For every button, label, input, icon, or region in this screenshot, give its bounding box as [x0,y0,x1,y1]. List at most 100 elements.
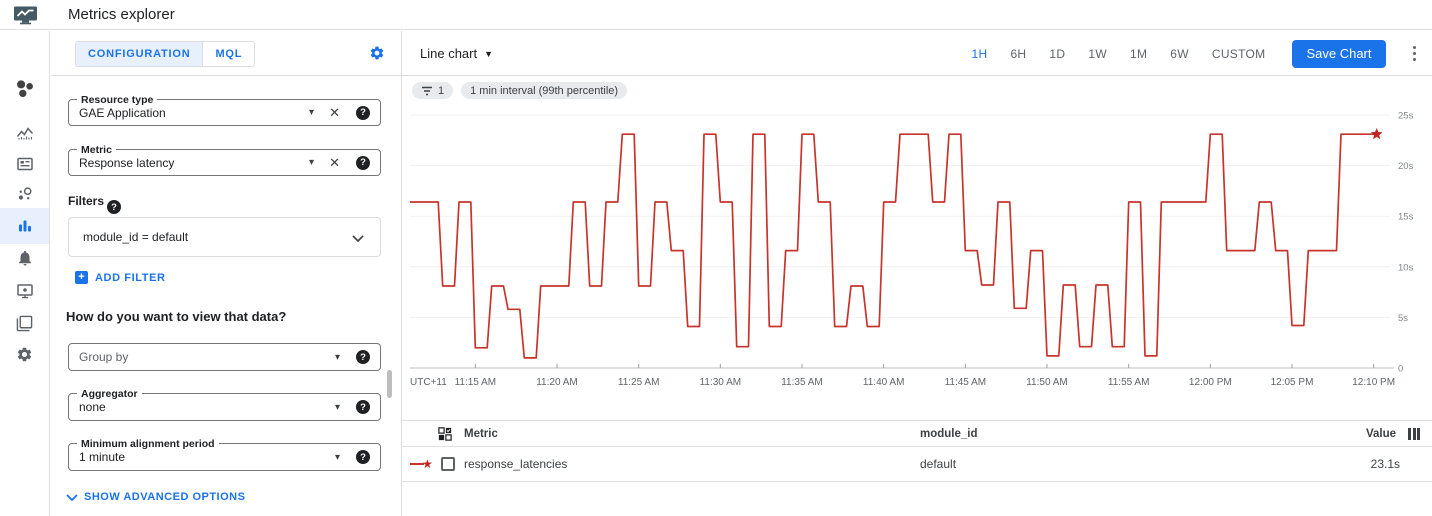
metrics-explorer-icon [18,220,31,232]
chart-panel: Line chart ▼ 1H 6H 1D 1W 1M 6W CUSTOM Sa… [402,31,1432,516]
time-range-custom[interactable]: CUSTOM [1211,46,1266,61]
dropdown-caret-icon[interactable]: ▾ [308,157,314,168]
nav-item-alerting[interactable] [0,242,49,274]
metric-label: Metric [77,144,116,156]
x-axis-label: 12:00 PM [1189,377,1232,388]
series-checkbox[interactable] [441,457,455,471]
dropdown-caret-icon: ▼ [484,48,494,59]
time-range-6h[interactable]: 6H [1010,46,1027,61]
nav-item-metrics-explorer[interactable] [0,208,49,244]
filter-value: module_id = default [83,230,189,244]
nav-item-service-monitoring[interactable] [0,178,49,210]
y-axis-label: 5s [1398,313,1408,324]
config-header: CONFIGURATION MQL [51,31,401,76]
x-axis-label: 11:55 AM [1108,377,1150,388]
resource-type-field[interactable]: Resource type GAE Application ▾ ✕ ? [68,94,381,126]
filter-dropdown[interactable]: module_id = default [68,217,381,257]
x-axis-label: 11:35 AM [781,377,823,388]
chevron-down-icon [352,235,364,242]
dropdown-caret-icon[interactable]: ▾ [308,107,314,118]
toggle-all-series-icon[interactable] [438,421,458,446]
monitoring-logo-button[interactable] [0,0,50,30]
group-by-placeholder: Group by [79,350,129,364]
interval-chip[interactable]: 1 min interval (99th percentile) [461,82,628,99]
x-axis-label: 11:50 AM [1026,377,1068,388]
x-axis-label: 11:40 AM [863,377,905,388]
nav-item-dashboards[interactable] [0,117,49,149]
show-advanced-options-button[interactable]: SHOW ADVANCED OPTIONS [66,491,245,503]
nav-item-uptime-checks[interactable] [0,275,49,307]
table-header: Metric module_id Value [402,420,1432,447]
chart-type-label: Line chart [420,46,478,61]
latency-chart[interactable]: 25s 20s 15s 10s 5s 0 UTC+11 11:15 AM 11:20 AM 11:… [402,103,1432,403]
dropdown-caret-icon[interactable]: ▾ [334,351,340,363]
time-range-1d[interactable]: 1D [1049,46,1066,61]
alignment-period-value: 1 minute [79,450,126,464]
plus-icon: + [75,271,88,284]
x-axis-label: 11:20 AM [536,377,578,388]
dropdown-caret-icon[interactable]: ▾ [334,401,340,413]
help-icon[interactable]: ? [356,400,370,414]
column-header-value: Value [1365,427,1396,440]
save-chart-button[interactable]: Save Chart [1292,39,1386,68]
time-range-1w[interactable]: 1W [1088,46,1107,61]
add-filter-label: ADD FILTER [95,271,166,284]
chart-type-dropdown[interactable]: Line chart ▼ [420,31,493,76]
metric-field[interactable]: Metric Response latency ▾ ✕ ? [68,144,381,176]
alignment-period-field[interactable]: Minimum alignment period 1 minute ▾ ? [68,438,381,471]
config-settings-button[interactable] [369,45,385,66]
dropdown-caret-icon[interactable]: ▾ [334,451,340,463]
more-options-icon[interactable] [1409,42,1421,66]
y-axis-label: 25s [1398,111,1414,122]
chart-chips: 1 1 min interval (99th percentile) [412,82,628,99]
star-icon: ★ [422,457,433,471]
table-row[interactable]: ★ response_latencies default 23.1s [402,447,1432,482]
filter-count-chip[interactable]: 1 [412,82,454,99]
cell-metric: response_latencies [464,457,568,471]
group-by-field[interactable]: Group by ▾ ? [68,343,381,371]
x-axis-label: 11:30 AM [700,377,742,388]
filters-label: Filters [68,194,105,208]
x-axis-label: 11:15 AM [455,377,497,388]
alignment-period-label: Minimum alignment period [77,438,219,450]
y-axis-label: 10s [1398,262,1414,273]
help-icon[interactable]: ? [356,350,370,364]
help-icon[interactable]: ? [356,450,370,464]
chevron-down-icon [66,493,78,501]
gear-icon [370,46,384,60]
x-axis-label: 12:05 PM [1271,377,1314,388]
config-tab-group: CONFIGURATION MQL [75,41,256,67]
tab-configuration[interactable]: CONFIGURATION [76,42,203,66]
top-bar: Metrics explorer [0,0,1432,30]
help-icon[interactable]: ? [356,155,370,170]
groups-icon [16,315,33,331]
nav-item-overview[interactable] [0,73,49,105]
column-settings-icon[interactable] [1408,427,1420,440]
tab-mql[interactable]: MQL [202,42,255,66]
time-range-1h[interactable]: 1H [971,46,988,61]
nav-item-services[interactable] [0,148,49,180]
y-axis-label: 20s [1398,161,1414,172]
nav-item-groups[interactable] [0,307,49,339]
view-data-question: How do you want to view that data? [66,309,287,324]
filters-help-icon[interactable]: ? [107,200,121,214]
aggregator-label: Aggregator [77,388,142,400]
series-line[interactable] [410,133,1377,359]
config-scrollbar-thumb[interactable] [387,370,392,398]
x-axis-label: UTC+11 [410,377,447,388]
metric-value: Response latency [79,155,175,170]
clear-icon[interactable]: ✕ [329,154,340,170]
add-filter-button[interactable]: + ADD FILTER [75,271,166,284]
end-star-marker[interactable] [1370,128,1383,140]
time-range-1m[interactable]: 1M [1129,46,1148,61]
config-panel: CONFIGURATION MQL Resource type GAE Appl… [51,31,402,516]
help-icon[interactable]: ? [356,105,370,120]
time-range-6w[interactable]: 6W [1170,46,1189,61]
dashboards-icon [16,127,33,140]
nav-item-settings[interactable] [0,338,49,370]
clear-icon[interactable]: ✕ [329,104,340,120]
alerting-bell-icon [18,250,31,266]
aggregator-field[interactable]: Aggregator none ▾ ? [68,388,381,421]
resource-type-label: Resource type [77,94,158,106]
series-table: Metric module_id Value ★ response_latenc… [402,420,1432,482]
